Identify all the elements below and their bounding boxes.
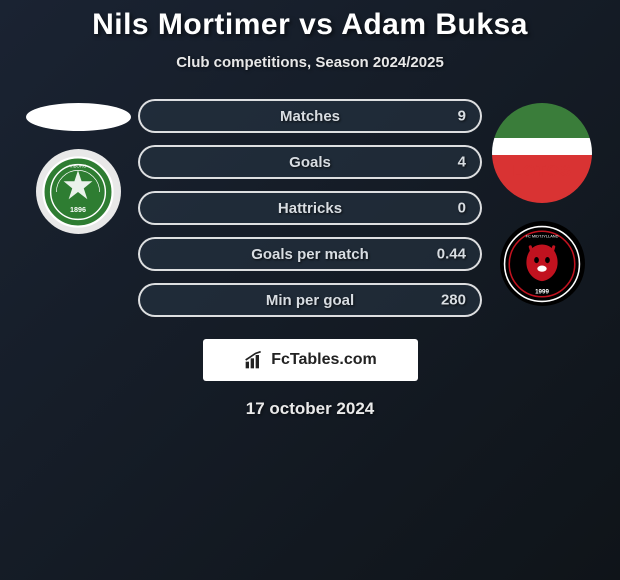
right-player-avatar: LOTOS (492, 103, 592, 203)
svg-text:1999: 1999 (535, 288, 549, 295)
stat-value-right: 4 (458, 154, 466, 171)
svg-text:FC MIDTJYLLAND: FC MIDTJYLLAND (526, 233, 559, 238)
stat-bar-mpg: Min per goal 280 (138, 283, 482, 317)
stat-bar-gpm: Goals per match 0.44 (138, 237, 482, 271)
stat-value-right: 280 (441, 292, 466, 309)
sponsor-text: LOTOS (512, 163, 572, 181)
main-row: 1896 VIBORG Matches 9 Goals 4 Hattricks … (0, 99, 620, 317)
midtjylland-badge-icon: 1999 FC MIDTJYLLAND (503, 225, 581, 303)
comparison-card: Nils Mortimer vs Adam Buksa Club competi… (0, 0, 620, 580)
stats-bars: Matches 9 Goals 4 Hattricks 0 Goals per … (138, 99, 482, 317)
right-club-badge: 1999 FC MIDTJYLLAND (500, 221, 585, 306)
stat-value-right: 0 (458, 200, 466, 217)
stat-value-right: 0.44 (437, 246, 466, 263)
subtitle: Club competitions, Season 2024/2025 (176, 54, 444, 71)
svg-text:1896: 1896 (70, 205, 86, 214)
chart-icon (243, 350, 265, 370)
stat-bar-goals: Goals 4 (138, 145, 482, 179)
fctables-label: FcTables.com (271, 351, 377, 369)
stat-bar-hattricks: Hattricks 0 (138, 191, 482, 225)
stat-label: Goals (289, 154, 331, 171)
right-player-column: LOTOS 1999 FC MIDTJYLLAND (482, 99, 602, 306)
stat-label: Matches (280, 108, 340, 125)
left-player-avatar (26, 103, 131, 131)
left-player-column: 1896 VIBORG (18, 99, 138, 234)
viborg-badge-icon: 1896 VIBORG (42, 156, 114, 228)
page-title: Nils Mortimer vs Adam Buksa (92, 8, 528, 42)
fctables-badge[interactable]: FcTables.com (203, 339, 418, 381)
svg-text:VIBORG: VIBORG (70, 163, 87, 168)
stat-value-right: 9 (458, 108, 466, 125)
stat-label: Min per goal (266, 292, 354, 309)
left-club-badge: 1896 VIBORG (36, 149, 121, 234)
date-text: 17 october 2024 (246, 399, 375, 419)
stat-label: Goals per match (251, 246, 369, 263)
stat-bar-matches: Matches 9 (138, 99, 482, 133)
stat-label: Hattricks (278, 200, 342, 217)
